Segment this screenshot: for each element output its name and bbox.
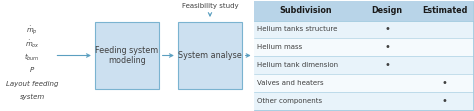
Text: •: •: [384, 42, 390, 52]
Text: Valves and heaters: Valves and heaters: [257, 80, 324, 86]
Bar: [254, 74, 473, 92]
Text: $t_{burn}$: $t_{burn}$: [24, 52, 40, 63]
Text: Feeding system
modeling: Feeding system modeling: [95, 46, 158, 65]
Text: System analyse: System analyse: [178, 51, 242, 60]
Text: Helium tanks structure: Helium tanks structure: [257, 26, 337, 33]
Text: Estimated: Estimated: [422, 6, 467, 15]
FancyBboxPatch shape: [178, 22, 242, 89]
Bar: [254, 56, 473, 74]
Bar: [254, 1, 473, 110]
Text: $\dot{m}_p$: $\dot{m}_p$: [27, 24, 38, 38]
Text: Layout feeding: Layout feeding: [6, 81, 58, 87]
Bar: [254, 92, 473, 110]
Text: Design: Design: [372, 6, 402, 15]
Text: Subdivision: Subdivision: [279, 6, 332, 15]
Text: $\dot{m}_{ox}$: $\dot{m}_{ox}$: [25, 38, 40, 50]
Bar: [254, 21, 473, 38]
FancyBboxPatch shape: [95, 22, 159, 89]
Bar: [254, 1, 473, 21]
Text: •: •: [442, 96, 447, 106]
Text: system: system: [19, 93, 45, 100]
Text: Feasibility study: Feasibility study: [182, 3, 238, 9]
Bar: [254, 38, 473, 56]
Text: Helium mass: Helium mass: [257, 44, 302, 50]
Text: Helium tank dimension: Helium tank dimension: [257, 62, 338, 68]
Text: •: •: [442, 78, 447, 88]
Text: •: •: [384, 24, 390, 35]
Text: •: •: [384, 60, 390, 70]
Text: $P$: $P$: [29, 65, 36, 74]
Text: Other components: Other components: [257, 98, 322, 104]
